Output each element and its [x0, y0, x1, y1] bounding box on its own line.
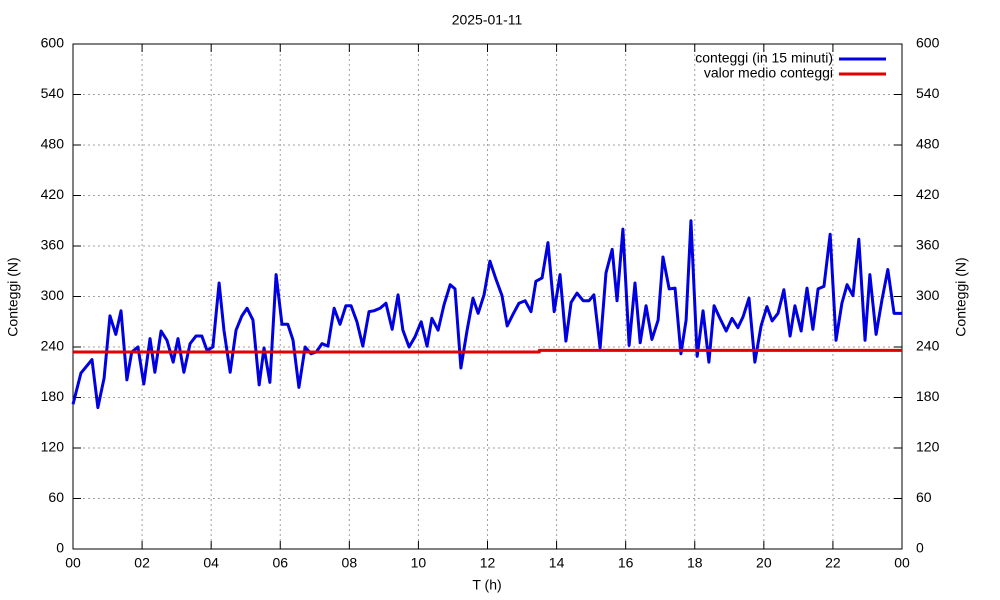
- y-tick-label: 120: [41, 439, 65, 455]
- x-axis-label: T (h): [472, 577, 501, 593]
- y-tick-label: 600: [41, 35, 65, 51]
- x-tick-label: 16: [618, 555, 634, 571]
- y-tick-label: 480: [41, 136, 65, 152]
- y2-tick-label: 480: [916, 136, 940, 152]
- x-tick-label: 04: [203, 555, 219, 571]
- y2-tick-label: 300: [916, 287, 940, 303]
- y2-tick-label: 600: [916, 35, 940, 51]
- x-tick-label: 02: [134, 555, 150, 571]
- x-tick-label: 22: [825, 555, 841, 571]
- y-tick-label: 240: [41, 338, 65, 354]
- legend-label: valor medio conteggi: [704, 65, 833, 81]
- y-tick-label: 360: [41, 237, 65, 253]
- y2-tick-label: 60: [916, 489, 932, 505]
- x-tick-label: 14: [549, 555, 565, 571]
- legend-label: conteggi (in 15 minuti): [695, 50, 833, 66]
- y2-tick-label: 180: [916, 388, 940, 404]
- data-line: [73, 348, 902, 354]
- y-tick-label: 180: [41, 388, 65, 404]
- y2-tick-label: 0: [916, 540, 924, 556]
- y-axis-label: Conteggi (N): [5, 257, 21, 336]
- y2-tick-label: 540: [916, 85, 940, 101]
- y2-tick-label: 420: [916, 186, 940, 202]
- data-line: [71, 219, 902, 410]
- y2-tick-label: 360: [916, 237, 940, 253]
- chart-title: 2025-01-11: [452, 12, 523, 28]
- y-tick-label: 420: [41, 186, 65, 202]
- y-tick-label: 60: [48, 489, 64, 505]
- x-tick-label: 00: [65, 555, 81, 571]
- x-tick-label: 12: [480, 555, 496, 571]
- y-tick-label: 0: [56, 540, 64, 556]
- plot-frame: [72, 43, 903, 550]
- x-tick-label: 06: [272, 555, 288, 571]
- x-tick-label: 08: [342, 555, 358, 571]
- x-tick-label: 00: [894, 555, 910, 571]
- y2-axis-label: Conteggi (N): [953, 257, 969, 336]
- y2-tick-label: 120: [916, 439, 940, 455]
- x-tick-label: 10: [411, 555, 427, 571]
- x-tick-label: 20: [756, 555, 772, 571]
- y2-tick-label: 240: [916, 338, 940, 354]
- y-tick-label: 540: [41, 85, 65, 101]
- x-tick-label: 18: [687, 555, 703, 571]
- y-tick-label: 300: [41, 287, 65, 303]
